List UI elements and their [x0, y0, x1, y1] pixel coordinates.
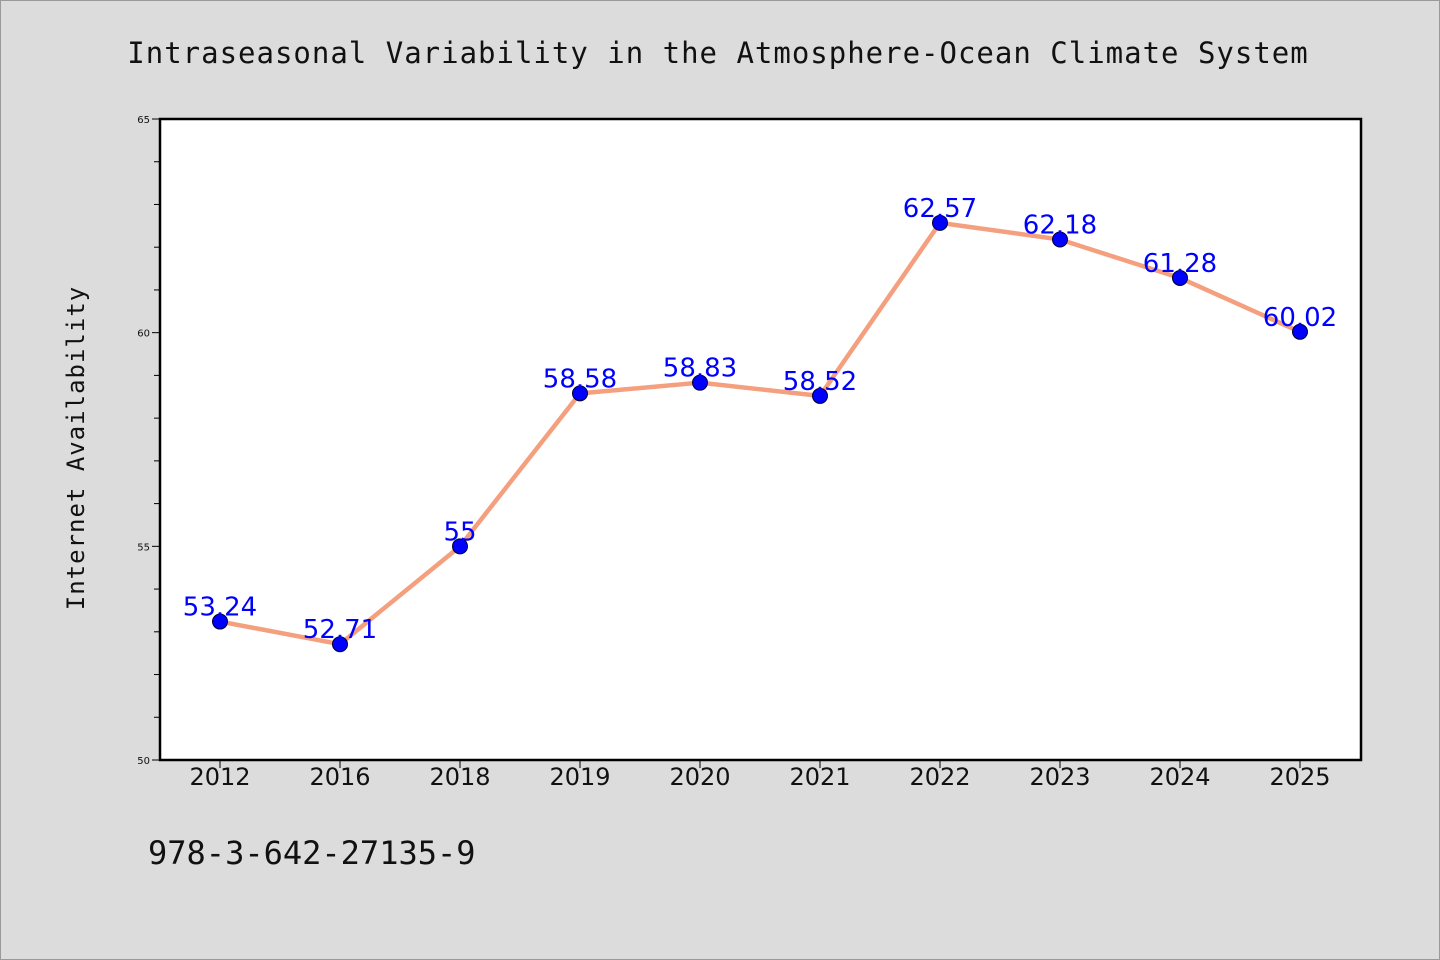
data-point-marker: [1292, 323, 1308, 340]
x-axis: 2012 2016 2018 2019 2020 2021 2022 2023 2024 2025: [189, 760, 1331, 791]
y-tick-label: 65: [137, 115, 150, 126]
y-axis-label: Internet Availability: [62, 286, 90, 610]
isbn-footer: 978-3-642-27135-9: [148, 834, 476, 872]
y-tick-label: 55: [137, 542, 150, 553]
y-tick-label: 60: [137, 329, 150, 340]
x-tick-label: 2019: [549, 763, 610, 791]
x-tick-label: 2025: [1269, 763, 1330, 791]
data-label: 58.83: [663, 354, 737, 384]
data-label: 61.28: [1143, 249, 1217, 279]
x-tick-label: 2016: [309, 763, 370, 791]
data-point-marker: [572, 385, 588, 402]
data-point-marker: [212, 613, 228, 630]
plot-area: [158, 117, 1363, 762]
data-points: [212, 214, 1308, 653]
data-point-marker: [1172, 269, 1188, 286]
data-point-marker: [932, 214, 948, 231]
x-tick-label: 2023: [1029, 763, 1090, 791]
data-label: 60.02: [1263, 303, 1337, 333]
y-tick-label: 50: [137, 756, 150, 767]
data-point-marker: [452, 538, 468, 555]
series-line: [217, 220, 1303, 647]
data-point-marker: [332, 636, 348, 653]
x-tick-label: 2021: [789, 763, 850, 791]
data-label: 55: [443, 517, 476, 547]
data-label: 53.24: [183, 593, 257, 623]
data-point-marker: [692, 374, 708, 391]
data-label: 58.58: [543, 364, 617, 394]
x-tick-label: 2018: [429, 763, 490, 791]
data-label: 62.18: [1023, 211, 1097, 241]
series-line-group: [217, 220, 1303, 647]
data-label: 62.57: [903, 194, 977, 224]
data-point-marker: [812, 387, 828, 404]
data-point-marker: [1052, 231, 1068, 248]
x-tick-label: 2024: [1149, 763, 1210, 791]
x-tick-label: 2012: [189, 763, 250, 791]
x-tick-label: 2020: [669, 763, 730, 791]
data-labels: 53.24 52.71 55 58.58 58.83 58.52 62.57 62.18 61.…: [183, 194, 1337, 645]
data-label: 52.71: [303, 615, 377, 645]
y-axis: 50 55 60 65: [137, 115, 160, 767]
chart-title: Intraseasonal Variability in the Atmosph…: [127, 36, 1308, 70]
data-label: 58.52: [783, 367, 857, 397]
x-tick-label: 2022: [909, 763, 970, 791]
